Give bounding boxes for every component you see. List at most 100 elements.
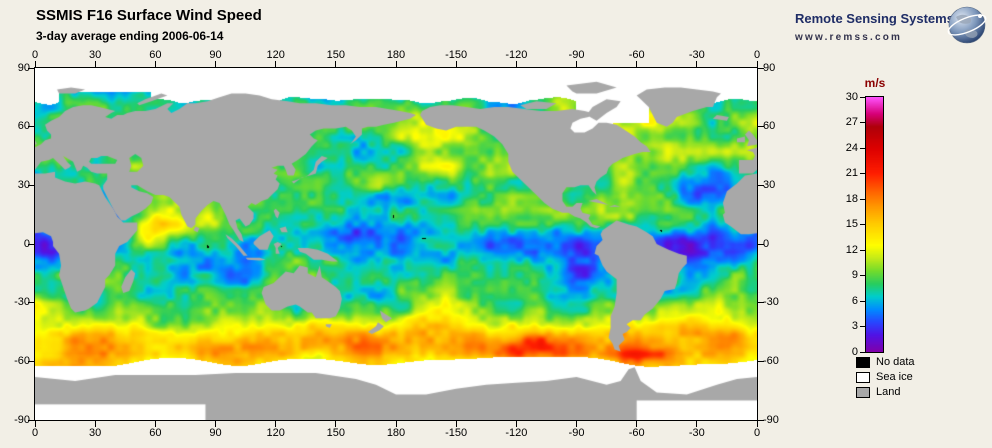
lon-label-top: 120 [266, 49, 285, 61]
lat-tick-right [758, 67, 764, 69]
colorbar-tick-label: 9 [851, 269, 858, 281]
colorbar-tick [860, 351, 865, 353]
lon-label-top: -30 [688, 49, 705, 61]
legend-row-land: Land [856, 386, 986, 401]
lat-label-left: -30 [14, 296, 30, 309]
lon-tick-bottom [94, 421, 96, 427]
legend-swatch-land [856, 387, 870, 398]
colorbar-tick-label: 18 [845, 192, 858, 205]
brand-url: www.remss.com [795, 32, 903, 43]
lon-tick-top [636, 61, 638, 67]
lon-tick-top [395, 61, 397, 67]
lon-label-bottom: -30 [688, 427, 705, 439]
lon-tick-bottom [576, 421, 577, 427]
page-title: SSMIS F16 Surface Wind Speed [36, 7, 262, 24]
lon-tick-bottom [756, 421, 758, 427]
lon-label-top: -90 [568, 49, 585, 61]
lat-label-right: -90 [763, 413, 779, 426]
lat-tick-right [758, 243, 764, 245]
lon-label-bottom: -60 [628, 427, 645, 439]
globe-circle [948, 6, 986, 44]
lon-tick-top [154, 61, 156, 67]
lat-label-right: -30 [763, 296, 779, 309]
lon-label-top: -150 [445, 49, 468, 61]
legend: No data Sea ice Land [856, 356, 986, 401]
lon-tick-top [455, 61, 457, 67]
lat-label-left: 30 [17, 178, 30, 191]
colorbar-tick [860, 249, 865, 251]
lat-tick-right [758, 419, 764, 421]
lon-label-bottom: 30 [89, 427, 102, 439]
colorbar-tick [860, 300, 865, 302]
satellite-dot [978, 14, 982, 18]
lon-label-bottom: -90 [568, 427, 585, 439]
lat-label-right: -60 [763, 354, 779, 367]
lat-label-left: -60 [14, 354, 30, 367]
colorbar-tick-label: 30 [845, 90, 858, 103]
lon-tick-top [335, 61, 337, 67]
lat-label-right: 60 [763, 120, 776, 133]
colorbar-tick-label: 12 [845, 243, 858, 256]
lon-tick-top [756, 61, 758, 67]
lon-tick-bottom [34, 421, 36, 427]
legend-swatch-no-data [856, 357, 870, 368]
legend-label-sea-ice: Sea ice [876, 371, 913, 383]
lon-label-top: 150 [326, 49, 345, 61]
legend-swatch-sea-ice [856, 372, 870, 383]
legend-row-sea-ice: Sea ice [856, 371, 986, 386]
lon-label-bottom: 180 [386, 427, 406, 439]
lon-label-bottom: 60 [149, 427, 162, 439]
lon-tick-top [515, 61, 517, 67]
lon-label-bottom: -120 [505, 427, 528, 439]
lon-label-top: 30 [89, 49, 102, 61]
lon-label-top: 0 [753, 49, 761, 61]
lon-label-bottom: 0 [753, 427, 761, 439]
lat-tick-left [28, 419, 34, 421]
lat-tick-right [758, 302, 764, 304]
lon-tick-bottom [636, 421, 638, 427]
colorbar-tick-label: 3 [851, 320, 858, 332]
lat-tick-left [28, 243, 34, 245]
lon-label-bottom: -150 [445, 427, 468, 439]
lon-label-top: -120 [505, 49, 528, 61]
lat-label-right: 0 [763, 237, 770, 250]
colorbar-tick [860, 173, 865, 174]
lon-tick-top [94, 61, 96, 67]
colorbar-tick [860, 96, 865, 98]
lon-label-top: 60 [149, 49, 162, 61]
lon-tick-top [275, 61, 277, 67]
lon-tick-bottom [215, 421, 216, 427]
lon-label-top: 180 [386, 49, 406, 61]
lon-tick-bottom [335, 421, 337, 427]
colorbar-tick [860, 224, 865, 225]
colorbar-tick-label: 0 [851, 345, 858, 358]
lat-tick-right [758, 126, 764, 128]
map-frame [34, 67, 758, 421]
colorbar-canvas [866, 97, 883, 352]
lat-tick-left [28, 184, 34, 186]
colorbar-tick [860, 275, 865, 276]
legend-label-no-data: No data [876, 356, 915, 368]
brand-name: Remote Sensing Systems [795, 11, 954, 26]
lon-tick-bottom [515, 421, 517, 427]
lat-label-right: 90 [763, 61, 776, 74]
lat-tick-right [758, 360, 764, 362]
lat-label-left: 60 [17, 120, 30, 133]
legend-row-no-data: No data [856, 356, 986, 371]
colorbar-tick-label: 15 [845, 218, 858, 230]
legend-label-land: Land [876, 386, 901, 398]
lon-tick-top [696, 61, 698, 67]
lon-tick-top [215, 61, 216, 67]
map-canvas [35, 68, 757, 420]
lat-tick-left [28, 360, 34, 362]
lon-label-bottom: 150 [326, 427, 345, 439]
lon-label-top: 90 [209, 49, 222, 61]
lat-tick-left [28, 67, 34, 69]
lon-tick-bottom [154, 421, 156, 427]
lon-tick-bottom [696, 421, 698, 427]
orbit-swoosh [947, 14, 987, 36]
lon-tick-bottom [395, 421, 397, 427]
lon-label-bottom: 90 [209, 427, 222, 439]
lat-label-left: 90 [17, 61, 30, 74]
lon-tick-bottom [275, 421, 277, 427]
